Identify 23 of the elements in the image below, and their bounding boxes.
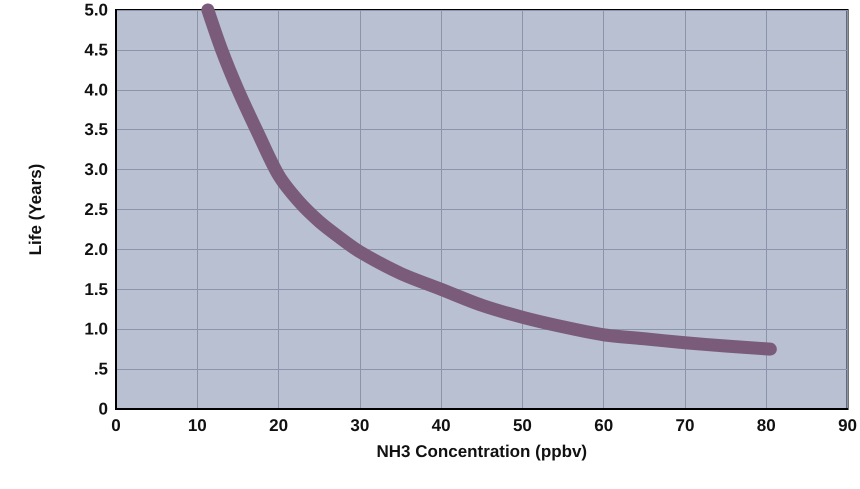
y-tick-label: 1.0 xyxy=(84,320,108,339)
x-tick-label: 30 xyxy=(350,416,370,435)
y-axis-title: Life (Years) xyxy=(26,164,45,256)
y-tick-label: 1.5 xyxy=(84,280,108,299)
x-tick-label: 80 xyxy=(756,416,776,435)
y-tick-label: 3.0 xyxy=(84,160,108,180)
y-tick-label: 2.5 xyxy=(84,200,108,219)
x-tick-label: 0 xyxy=(111,416,121,435)
y-tick-label: 2.0 xyxy=(84,240,108,259)
y-tick-label: 3.5 xyxy=(84,120,108,140)
y-tick-label: 4.5 xyxy=(84,40,108,60)
x-tick-label: 10 xyxy=(188,416,207,435)
x-tick-label: 60 xyxy=(594,416,614,435)
y-tick-label: 0 xyxy=(98,400,108,418)
x-tick-label: 90 xyxy=(838,416,858,435)
x-tick-label: 20 xyxy=(269,416,288,435)
y-tick-label: 5.0 xyxy=(84,0,108,20)
x-tick-label: 70 xyxy=(676,416,694,435)
x-axis-title: NH3 Concentration (ppbv) xyxy=(376,442,588,461)
y-tick-label: .5 xyxy=(94,360,108,379)
x-tick-label: 50 xyxy=(512,416,532,435)
x-tick-label: 40 xyxy=(432,416,451,435)
y-tick-label: 4.0 xyxy=(84,80,108,100)
